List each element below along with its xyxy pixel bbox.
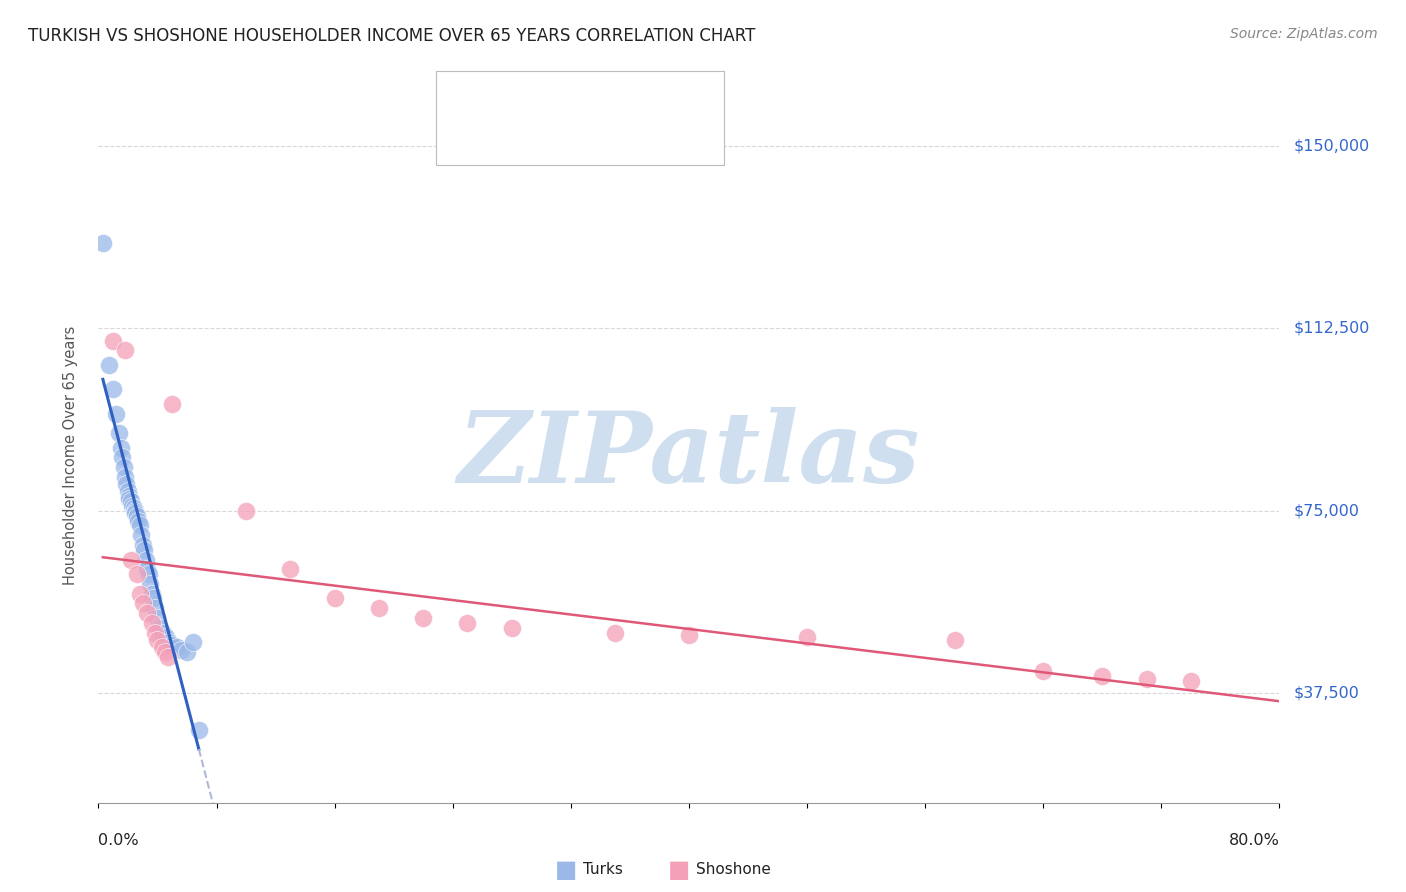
- Point: [141, 615, 163, 630]
- Text: ZIPatlas: ZIPatlas: [458, 407, 920, 503]
- Point: [943, 632, 966, 647]
- Point: [108, 425, 131, 440]
- Point: [129, 528, 152, 542]
- Point: [368, 601, 391, 615]
- Point: [166, 640, 188, 654]
- Point: [456, 615, 478, 630]
- Point: [1091, 669, 1114, 683]
- Y-axis label: Householder Income Over 65 years: Householder Income Over 65 years: [63, 326, 77, 584]
- Point: [187, 723, 209, 737]
- Point: [110, 441, 132, 455]
- Text: 29: 29: [640, 122, 661, 136]
- Point: [235, 504, 257, 518]
- Point: [134, 542, 156, 557]
- Point: [141, 586, 163, 600]
- Text: ■: ■: [668, 858, 690, 881]
- Text: $37,500: $37,500: [1294, 686, 1360, 701]
- Point: [114, 470, 136, 484]
- Text: ■: ■: [555, 858, 578, 881]
- Text: N =: N =: [591, 88, 634, 103]
- Point: [132, 596, 155, 610]
- Point: [124, 506, 146, 520]
- Text: N =: N =: [591, 122, 634, 136]
- Point: [1135, 672, 1157, 686]
- Point: [111, 450, 134, 465]
- Text: $150,000: $150,000: [1294, 138, 1369, 153]
- Point: [97, 358, 120, 372]
- Point: [103, 382, 125, 396]
- Text: 0.0%: 0.0%: [98, 833, 139, 848]
- Point: [105, 407, 128, 421]
- Point: [114, 343, 136, 358]
- Text: -0.449: -0.449: [524, 88, 574, 103]
- Point: [323, 591, 346, 606]
- Point: [156, 649, 179, 664]
- Text: R =: R =: [488, 88, 522, 103]
- Text: ■: ■: [457, 86, 477, 105]
- Point: [605, 625, 627, 640]
- Point: [124, 504, 146, 518]
- Point: [142, 591, 165, 606]
- Point: [118, 489, 141, 503]
- Point: [157, 635, 180, 649]
- Point: [153, 645, 176, 659]
- Point: [1180, 674, 1202, 689]
- Point: [135, 552, 157, 566]
- Text: $75,000: $75,000: [1294, 503, 1360, 518]
- Point: [122, 501, 145, 516]
- Point: [149, 621, 172, 635]
- Point: [170, 642, 193, 657]
- Point: [162, 638, 183, 652]
- Point: [112, 460, 135, 475]
- Text: Turks: Turks: [583, 863, 623, 877]
- Text: 80.0%: 80.0%: [1229, 833, 1279, 848]
- Point: [125, 567, 148, 582]
- Point: [117, 484, 139, 499]
- Point: [136, 606, 159, 620]
- Point: [91, 236, 114, 251]
- Point: [1032, 665, 1054, 679]
- Point: [181, 635, 204, 649]
- Point: [150, 640, 173, 654]
- Point: [176, 645, 198, 659]
- Text: $112,500: $112,500: [1294, 321, 1369, 336]
- Point: [162, 397, 183, 411]
- Point: [678, 628, 700, 642]
- Point: [120, 494, 142, 508]
- Point: [278, 562, 302, 576]
- Text: 42: 42: [640, 88, 661, 103]
- Point: [138, 567, 160, 582]
- Text: ■: ■: [457, 120, 477, 139]
- Point: [103, 334, 125, 348]
- Point: [143, 601, 166, 615]
- Point: [128, 518, 150, 533]
- Point: [132, 538, 155, 552]
- Text: Source: ZipAtlas.com: Source: ZipAtlas.com: [1230, 27, 1378, 41]
- Text: Shoshone: Shoshone: [696, 863, 770, 877]
- Point: [155, 631, 177, 645]
- Point: [115, 477, 138, 491]
- Point: [125, 508, 148, 523]
- Point: [136, 562, 159, 576]
- Point: [121, 499, 143, 513]
- Point: [127, 514, 149, 528]
- Point: [118, 491, 141, 506]
- Point: [143, 625, 166, 640]
- Point: [128, 586, 150, 600]
- Point: [146, 632, 169, 647]
- Text: TURKISH VS SHOSHONE HOUSEHOLDER INCOME OVER 65 YEARS CORRELATION CHART: TURKISH VS SHOSHONE HOUSEHOLDER INCOME O…: [28, 27, 755, 45]
- Point: [501, 621, 523, 635]
- Point: [139, 577, 162, 591]
- Point: [120, 552, 142, 566]
- Point: [152, 625, 174, 640]
- Text: R =: R =: [488, 122, 522, 136]
- Point: [796, 631, 818, 645]
- Point: [412, 611, 434, 625]
- Text: -0.055: -0.055: [524, 122, 574, 136]
- Point: [146, 611, 169, 625]
